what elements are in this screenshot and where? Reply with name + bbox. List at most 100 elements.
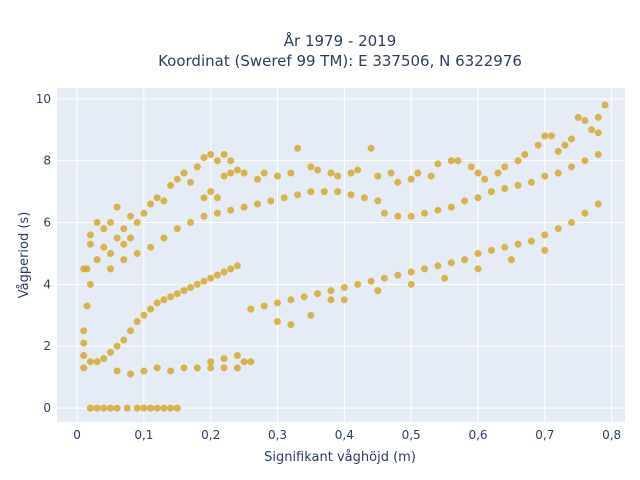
data-point — [93, 404, 101, 412]
data-point — [568, 163, 575, 171]
data-point — [481, 175, 489, 183]
data-point — [541, 132, 549, 140]
data-point — [167, 181, 175, 189]
data-point — [594, 113, 602, 121]
data-point — [213, 194, 221, 202]
data-point — [213, 271, 221, 279]
data-point — [414, 169, 422, 177]
data-point — [394, 212, 402, 220]
data-point — [514, 240, 522, 248]
data-point — [474, 265, 482, 273]
data-point — [447, 157, 455, 165]
data-point — [274, 299, 281, 307]
y-axis-title: Vågperiod (s) — [17, 212, 32, 299]
data-point — [380, 274, 388, 282]
data-point — [374, 197, 382, 205]
data-point — [568, 219, 575, 226]
data-point — [354, 166, 362, 174]
x-tick-label: 0,4 — [335, 428, 354, 442]
data-point — [467, 163, 475, 171]
data-point — [320, 188, 328, 196]
chart-title-line-2: Koordinat (Sweref 99 TM): E 337506, N 63… — [158, 52, 522, 70]
plot-area — [57, 88, 625, 422]
data-point — [548, 132, 555, 140]
data-point — [127, 234, 134, 242]
data-point — [568, 135, 575, 143]
data-point — [180, 287, 188, 295]
data-point — [421, 265, 428, 273]
data-point — [233, 364, 241, 372]
data-point — [581, 209, 589, 217]
data-point — [193, 280, 201, 288]
x-tick-label: 0,8 — [602, 428, 621, 442]
data-point — [93, 219, 101, 226]
data-point — [307, 163, 315, 171]
data-point — [120, 240, 128, 248]
data-point — [394, 271, 402, 279]
data-point — [254, 200, 261, 208]
data-point — [180, 169, 188, 177]
data-point — [80, 364, 88, 372]
data-point — [113, 367, 121, 375]
data-point — [120, 336, 128, 344]
data-point — [447, 259, 455, 267]
x-tick-label: 0,3 — [268, 428, 287, 442]
y-tick-label: 2 — [43, 339, 51, 353]
data-point — [173, 290, 181, 298]
data-point — [220, 268, 228, 276]
data-point — [474, 169, 482, 177]
data-point — [160, 197, 168, 205]
data-point — [193, 364, 201, 372]
data-point — [200, 194, 208, 202]
data-point — [374, 172, 382, 180]
data-point — [394, 178, 402, 186]
data-point — [100, 355, 108, 363]
data-point — [107, 348, 114, 356]
data-point — [227, 157, 235, 165]
data-point — [233, 262, 241, 270]
data-point — [213, 209, 221, 217]
data-point — [187, 284, 195, 291]
data-point — [86, 404, 94, 412]
tick-labels: 0 0,1 0,2 0,3 0,4 0,5 0,6 0,7 0,8 0 2 4 6 8 10 — [36, 92, 621, 442]
data-point — [220, 355, 228, 363]
data-point — [454, 157, 462, 165]
data-point — [133, 250, 141, 257]
data-point — [200, 154, 208, 162]
data-point — [220, 364, 228, 372]
data-point — [80, 352, 88, 359]
data-point — [140, 209, 148, 217]
data-point — [327, 296, 335, 304]
data-point — [113, 203, 121, 211]
data-point — [160, 234, 168, 242]
x-tick-label: 0,5 — [402, 428, 421, 442]
data-point — [514, 181, 522, 189]
data-point — [173, 175, 181, 183]
data-point — [127, 212, 134, 220]
data-point — [147, 404, 155, 412]
data-point — [140, 311, 148, 319]
data-point — [347, 169, 355, 177]
data-point — [180, 364, 188, 372]
data-point — [380, 209, 388, 217]
data-point — [80, 327, 88, 335]
data-point — [427, 172, 435, 180]
data-point — [541, 246, 549, 254]
data-point — [314, 166, 322, 174]
data-point — [501, 243, 509, 251]
data-point — [434, 206, 442, 214]
data-point — [434, 262, 442, 270]
data-point — [207, 151, 215, 158]
data-point — [147, 200, 155, 208]
x-tick-label: 0,1 — [134, 428, 153, 442]
data-point — [541, 172, 549, 180]
data-point — [200, 277, 208, 285]
x-tick-label: 0,7 — [535, 428, 554, 442]
data-point — [107, 265, 114, 273]
data-point — [240, 203, 248, 211]
data-point — [588, 126, 596, 134]
data-point — [287, 321, 295, 329]
data-point — [501, 163, 509, 171]
y-tick-label: 10 — [36, 92, 51, 106]
